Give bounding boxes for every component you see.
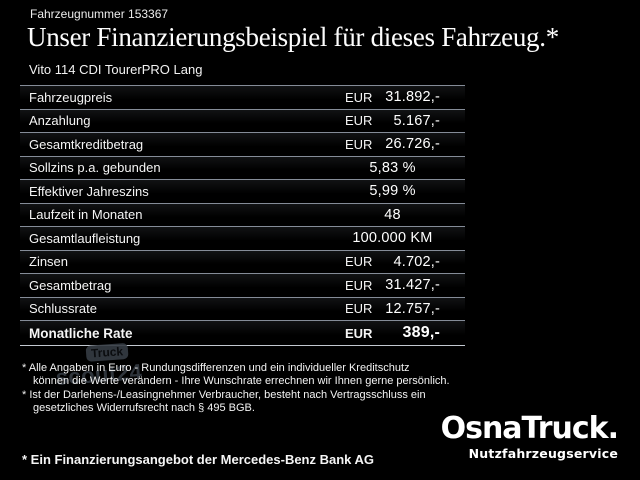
row-currency: EUR	[345, 254, 373, 270]
row-value: 12.757,-	[385, 300, 440, 317]
vehicle-model: Vito 114 CDI TourerPRO Lang	[29, 62, 203, 77]
footnote-line: * Ist der Darlehens-/Leasingnehmer Verbr…	[22, 388, 426, 401]
row-value: 389,-	[402, 324, 440, 341]
row-currency: EUR	[345, 325, 373, 341]
watermark-badge: Truck	[85, 342, 129, 362]
table-row: Effektiver Jahreszins 5,99 %	[20, 179, 465, 203]
row-label: Effektiver Jahreszins	[29, 183, 149, 199]
dealer-logo: OsnaTruck. Nutzfahrzeugservice	[440, 411, 619, 461]
table-row: Gesamtkreditbetrag EUR 26.726,-	[20, 132, 465, 156]
dealer-logo-tagline: Nutzfahrzeugservice	[468, 446, 618, 461]
footnotes: * Alle Angaben in Euro - Rundungsdiffere…	[22, 362, 450, 416]
row-value: 5.167,-	[393, 112, 440, 129]
row-label: Gesamtkreditbetrag	[29, 136, 144, 152]
row-value: 48	[384, 206, 401, 223]
table-row: Laufzeit in Monaten 48	[20, 202, 465, 226]
row-value: 5,99 %	[369, 183, 416, 200]
dealer-logo-name: OsnaTruck.	[440, 411, 619, 446]
row-label: Sollzins p.a. gebunden	[29, 160, 161, 176]
row-value: 31.427,-	[385, 277, 440, 294]
table-row: Monatliche Rate EUR 389,-	[20, 320, 465, 345]
row-value: 100.000 KM	[352, 230, 433, 247]
table-row: Gesamtbetrag EUR 31.427,-	[20, 273, 465, 297]
row-currency: EUR	[345, 136, 373, 152]
row-currency: EUR	[345, 113, 373, 129]
row-currency: EUR	[345, 277, 373, 293]
table-row: Schlussrate EUR 12.757,-	[20, 296, 465, 320]
financing-table: Fahrzeugpreis EUR 31.892,- Anzahlung EUR 5.16…	[20, 85, 465, 346]
row-value: 31.892,-	[385, 89, 440, 106]
row-label: Laufzeit in Monaten	[29, 207, 143, 223]
table-row: Anzahlung EUR 5.167,-	[20, 108, 465, 132]
footnote-line: * Alle Angaben in Euro - Rundungsdiffere…	[22, 362, 410, 374]
row-label: Schlussrate	[29, 301, 97, 317]
table-row: Sollzins p.a. gebunden 5,83 %	[20, 155, 465, 179]
row-label: Gesamtbetrag	[29, 277, 112, 293]
row-label: Fahrzeugpreis	[29, 89, 113, 105]
table-row: Zinsen EUR 4.702,-	[20, 249, 465, 273]
table-row: Fahrzeugpreis EUR 31.892,-	[20, 85, 465, 109]
row-value: 4.702,-	[393, 253, 440, 270]
bank-note: * Ein Finanzierungsangebot der Mercedes-…	[22, 452, 375, 467]
row-label: Gesamtlaufleistung	[29, 230, 141, 246]
footnote-line: können die Werte verändern - Ihre Wunsch…	[33, 375, 450, 388]
row-value: 5,83 %	[369, 159, 416, 176]
vehicle-number: Fahrzeugnummer 153367	[30, 7, 169, 21]
page-title: Unser Finanzierungsbeispiel für dieses F…	[27, 22, 559, 52]
row-value: 26.726,-	[385, 136, 440, 153]
row-label: Anzahlung	[29, 113, 91, 129]
footnote-line: gesetzliches Widerrufsrecht nach § 495 B…	[33, 402, 255, 415]
row-label: Monatliche Rate	[29, 325, 133, 341]
row-currency: EUR	[345, 89, 373, 105]
row-currency: EUR	[345, 301, 373, 317]
row-label: Zinsen	[29, 254, 69, 270]
table-row: Gesamtlaufleistung 100.000 KM	[20, 226, 465, 250]
